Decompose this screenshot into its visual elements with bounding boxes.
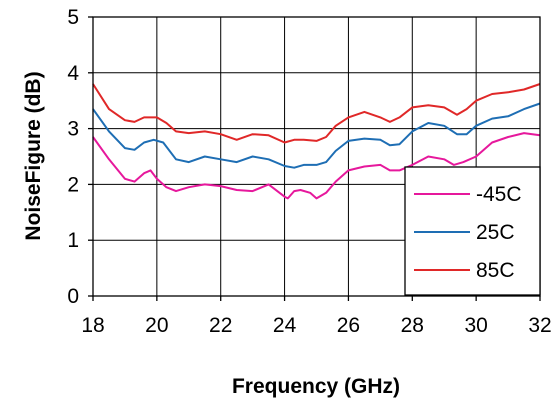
x-tick-labels: 18 20 22 24 26 28 30 32 [81,314,551,337]
plot-frame [92,16,541,297]
x-tick-label: 30 [464,314,487,337]
x-axis-title: Frequency (GHz) [232,375,400,398]
x-tick-label: 26 [337,314,360,337]
y-tick-label: 5 [67,6,79,29]
y-tick-label: 2 [67,173,79,196]
x-tick-label: 32 [528,314,551,337]
y-tick-label: 0 [67,285,79,308]
legend-label-series-1: 25C [476,221,515,244]
axis-ticks [88,16,541,301]
x-tick-label: 22 [209,314,232,337]
series-line-1 [92,102,541,169]
y-axis-title: NoiseFigure (dB) [22,71,45,240]
y-tick-label: 4 [67,62,79,85]
series-line-0 [92,132,541,200]
x-tick-label: 18 [81,314,104,337]
y-tick-labels: 0 1 2 3 4 5 [67,6,79,308]
x-tick-label: 20 [145,314,168,337]
y-tick-label: 3 [67,118,79,141]
x-tick-label: 28 [401,314,424,337]
series-lines [92,83,541,200]
y-tick-label: 1 [67,229,79,252]
series-line-2 [92,83,541,144]
legend-label-series-2: 85C [476,259,515,282]
x-tick-label: 24 [273,314,297,337]
legend: -45C 25C 85C [404,166,541,296]
legend-label-series-0: -45C [476,183,522,206]
